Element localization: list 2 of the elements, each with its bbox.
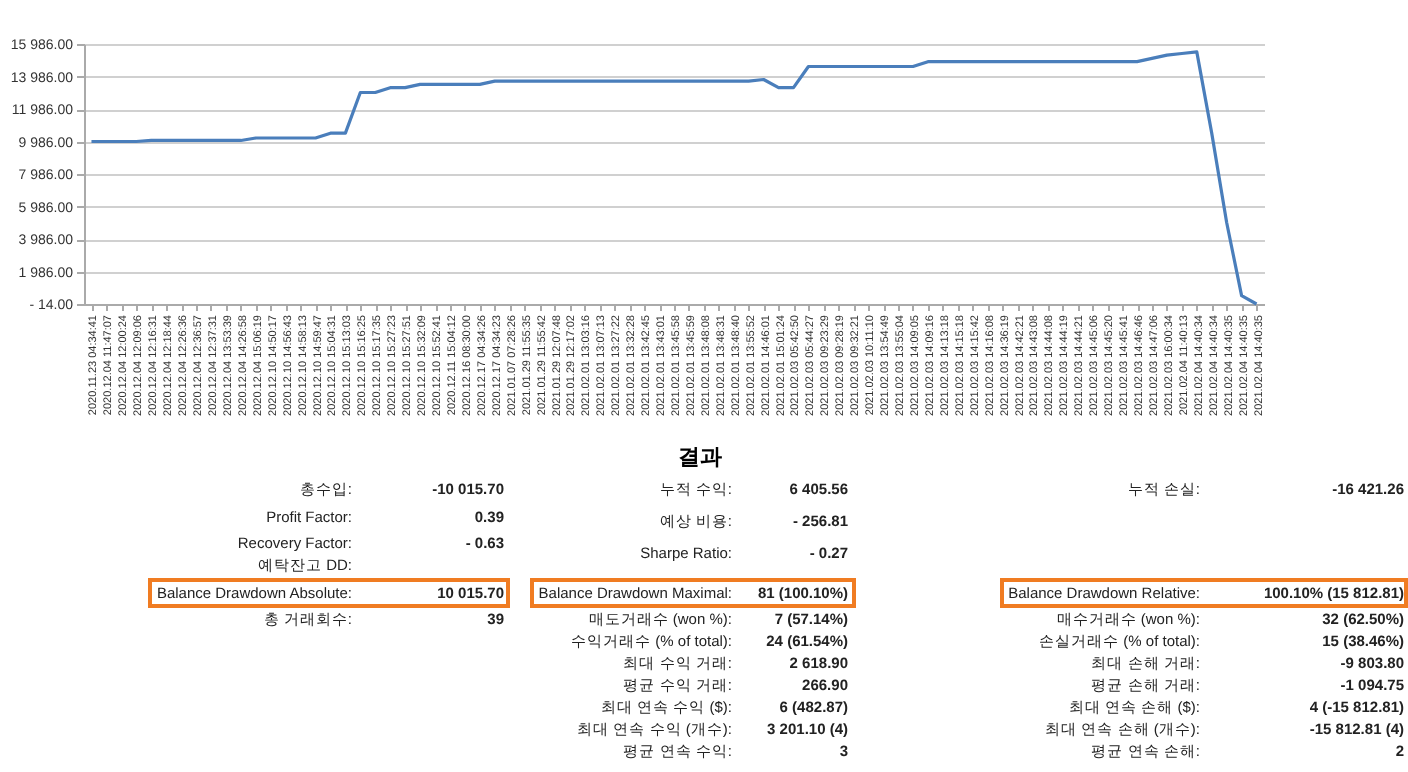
line-series [89,50,1259,306]
text: 결과 [678,442,722,472]
